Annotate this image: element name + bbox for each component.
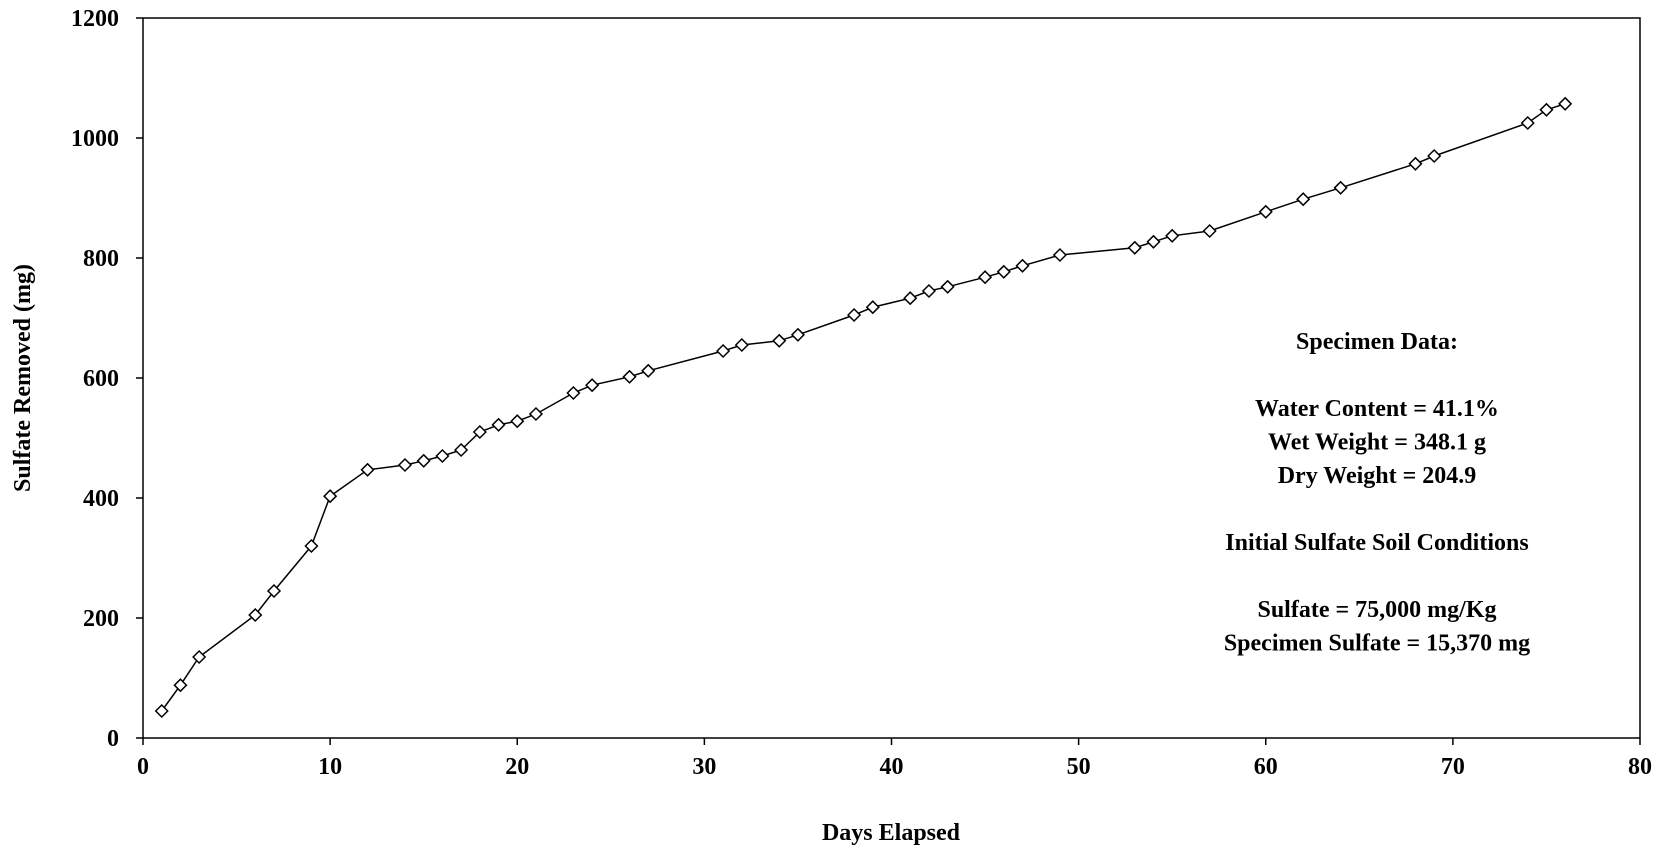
annotation-line: Specimen Data: <box>1296 329 1458 355</box>
data-point-marker <box>1408 156 1423 171</box>
specimen-data-annotation: Specimen Data: Water Content = 41.1% Wet W… <box>1224 329 1530 657</box>
data-point-marker <box>1520 115 1535 131</box>
data-point-marker <box>397 457 413 473</box>
data-point-marker <box>173 678 188 693</box>
x-axis-ticks: 0 10 20 30 40 50 60 70 80 <box>137 738 1652 780</box>
data-point-marker <box>734 337 749 353</box>
data-point-marker <box>491 417 506 432</box>
annotation-line: Wet Weight = 348.1 g <box>1268 430 1486 456</box>
y-tick-label: 1200 <box>71 6 119 32</box>
data-point-marker <box>790 327 805 342</box>
data-point-marker <box>1127 240 1142 255</box>
data-point-marker <box>716 343 731 359</box>
data-markers <box>154 96 1573 719</box>
y-axis-ticks: 0 200 400 600 800 1000 1200 <box>71 6 143 752</box>
data-point-marker <box>192 649 207 665</box>
data-point-marker <box>921 283 936 299</box>
data-point-marker <box>1558 96 1573 111</box>
data-point-marker <box>510 414 525 429</box>
x-tick-label: 60 <box>1254 754 1278 780</box>
x-tick-label: 40 <box>880 754 904 780</box>
y-axis-label: Sulfate Removed (mg) <box>10 264 36 492</box>
x-tick-label: 50 <box>1067 754 1091 780</box>
x-tick-label: 30 <box>692 754 716 780</box>
x-axis-label: Days Elapsed <box>822 820 961 846</box>
data-point-marker <box>248 607 263 623</box>
x-tick-label: 0 <box>137 754 149 780</box>
annotation-line: Dry Weight = 204.9 <box>1278 463 1477 489</box>
data-point-marker <box>996 264 1011 279</box>
data-point-marker <box>903 291 918 306</box>
data-point-marker <box>1427 148 1442 164</box>
data-point-marker <box>865 300 880 315</box>
data-point-marker <box>1165 228 1180 243</box>
data-point-marker <box>1258 204 1273 219</box>
data-point-marker <box>847 307 862 323</box>
data-point-marker <box>528 406 544 422</box>
data-point-marker <box>1146 234 1161 249</box>
data-point-marker <box>1052 247 1067 263</box>
y-tick-label: 400 <box>83 486 119 512</box>
data-point-marker <box>622 369 637 384</box>
data-point-marker <box>585 378 600 393</box>
annotation-line: Sulfate = 75,000 mg/Kg <box>1257 597 1496 623</box>
x-tick-label: 70 <box>1441 754 1465 780</box>
data-point-marker <box>1296 192 1311 207</box>
annotation-line: Specimen Sulfate = 15,370 mg <box>1224 631 1530 657</box>
data-point-marker <box>1015 258 1030 273</box>
data-point-marker <box>323 489 338 504</box>
x-tick-label: 20 <box>505 754 529 780</box>
data-point-marker <box>772 333 787 348</box>
data-point-marker <box>641 363 656 378</box>
annotation-line: Water Content = 41.1% <box>1255 396 1499 422</box>
data-point-marker <box>266 583 282 599</box>
data-point-marker <box>978 270 993 285</box>
data-point-marker <box>566 385 581 401</box>
data-point-marker <box>435 448 450 464</box>
data-point-marker <box>1333 180 1348 195</box>
y-tick-label: 0 <box>107 726 119 752</box>
x-tick-label: 10 <box>318 754 342 780</box>
data-point-marker <box>360 462 375 477</box>
annotation-line: Initial Sulfate Soil Conditions <box>1225 530 1528 556</box>
data-point-marker <box>416 453 431 468</box>
y-tick-label: 1000 <box>71 126 119 152</box>
data-point-marker <box>1539 102 1554 117</box>
data-point-marker <box>304 538 319 554</box>
y-tick-label: 200 <box>83 606 119 632</box>
x-tick-label: 80 <box>1628 754 1652 780</box>
data-point-marker <box>940 279 955 294</box>
data-point-marker <box>1202 223 1217 239</box>
data-point-marker <box>454 442 469 458</box>
data-point-marker <box>472 424 487 440</box>
data-point-marker <box>154 703 169 719</box>
y-tick-label: 600 <box>83 366 119 392</box>
y-tick-label: 800 <box>83 246 119 272</box>
